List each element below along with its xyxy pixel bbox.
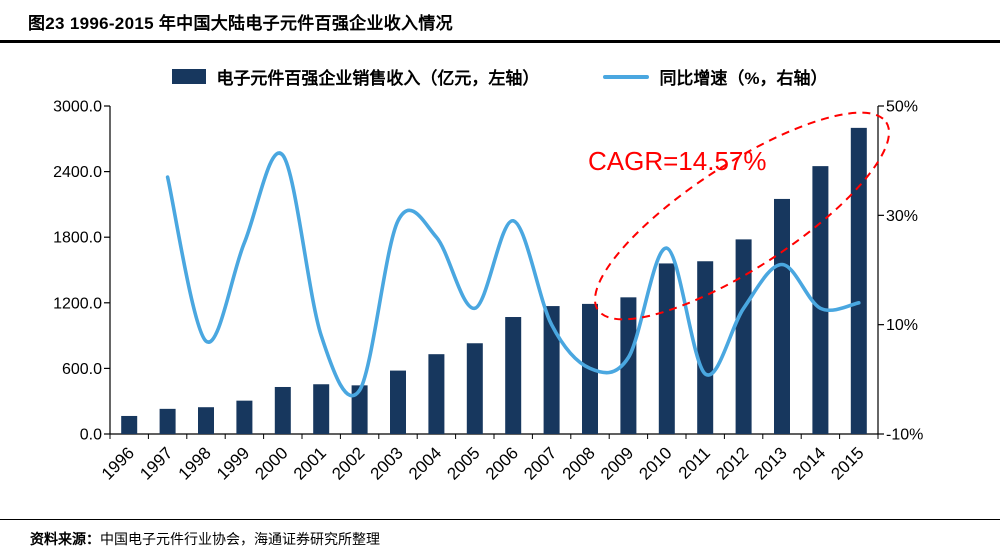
- line-series-swatch: [603, 74, 650, 79]
- x-axis-label-1997: 1997: [136, 443, 176, 483]
- left-axis-tick-label: 0.0: [80, 427, 102, 444]
- cagr-ellipse: [593, 111, 891, 321]
- bar-1999: [236, 400, 253, 434]
- right-axis-tick-label: 50%: [886, 99, 918, 116]
- bar-2001: [313, 384, 330, 434]
- chart-canvas: 0.0 600.0 1200.0 1800.0 2400.0 3000.0 -10% 10% 3…: [53, 99, 923, 484]
- left-axis-tick-label: 3000.0: [53, 99, 102, 116]
- right-axis-tick-label: -10%: [886, 427, 923, 444]
- bar-1997: [159, 408, 176, 434]
- x-axis-label-2007: 2007: [520, 443, 560, 483]
- line-series-label: 同比增速（%，右轴）: [659, 69, 828, 88]
- source-note: 资料来源：中国电子元件行业协会，海通证券研究所整理: [30, 529, 380, 549]
- bar-2000: [274, 386, 291, 434]
- x-axis-label-1998: 1998: [175, 443, 215, 483]
- legend-item-bars: 电子元件百强企业销售收入（亿元，左轴）: [172, 64, 539, 89]
- bar-2013: [774, 198, 790, 434]
- x-axis-label-2014: 2014: [789, 443, 829, 483]
- x-axis-label-2015: 2015: [827, 443, 867, 483]
- figure-title: 图23 1996-2015 年中国大陆电子元件百强企业收入情况: [28, 14, 453, 33]
- growth-line: [165, 151, 861, 398]
- bar-1998: [198, 407, 214, 434]
- bar-2011: [697, 261, 714, 434]
- right-axis-tick-label: 10%: [886, 317, 918, 334]
- chart-legend: 电子元件百强企业销售收入（亿元，左轴） 同比增速（%，右轴）: [0, 64, 1000, 89]
- bar-series-label: 电子元件百强企业销售收入（亿元，左轴）: [216, 69, 540, 88]
- x-axis-label-2003: 2003: [367, 443, 407, 483]
- x-axis-label-2012: 2012: [712, 443, 752, 483]
- left-axis-tick-label: 600.0: [62, 361, 102, 378]
- bar-2005: [466, 343, 483, 434]
- bar-2004: [428, 354, 445, 434]
- source-text: 中国电子元件行业协会，海通证券研究所整理: [100, 531, 380, 547]
- left-axis-tick-label: 2400.0: [53, 164, 102, 181]
- x-axis-label-2011: 2011: [675, 443, 714, 482]
- x-axis-label-2001: 2001: [290, 443, 330, 483]
- bar-2015: [850, 127, 867, 434]
- bar-2002: [351, 385, 368, 434]
- left-axis-tick-label: 1200.0: [53, 295, 102, 312]
- x-axis-label-2008: 2008: [559, 443, 599, 483]
- bar-2003: [390, 370, 406, 434]
- bar-2012: [735, 239, 752, 434]
- cagr-annotation: CAGR=14.57%: [588, 146, 767, 176]
- footer-divider: [0, 519, 1000, 520]
- x-axis-label-2010: 2010: [635, 443, 675, 483]
- bar-2009: [620, 297, 637, 434]
- x-axis-label-2006: 2006: [482, 443, 522, 483]
- bar-1996: [121, 415, 138, 434]
- bar-2006: [505, 317, 522, 434]
- figure-header: 图23 1996-2015 年中国大陆电子元件百强企业收入情况: [0, 0, 1000, 43]
- x-axis-label-1999: 1999: [213, 443, 253, 483]
- x-axis-label-2005: 2005: [443, 443, 483, 483]
- x-axis-label-2004: 2004: [405, 443, 445, 483]
- right-axis-tick-label: 30%: [886, 208, 918, 225]
- bar-2007: [543, 306, 560, 434]
- source-prefix: 资料来源：: [30, 531, 100, 547]
- bar-series-swatch: [172, 69, 207, 84]
- x-axis-label-2009: 2009: [597, 443, 637, 483]
- left-axis-tick-label: 1800.0: [53, 230, 102, 247]
- bar-2014: [812, 166, 829, 434]
- x-axis-label-2000: 2000: [251, 443, 291, 483]
- bar-2010: [658, 263, 675, 434]
- x-axis-label-2013: 2013: [751, 443, 791, 483]
- x-axis-label-2002: 2002: [328, 443, 368, 483]
- legend-item-line: 同比增速（%，右轴）: [603, 64, 828, 89]
- x-axis-label-1996: 1996: [98, 443, 138, 483]
